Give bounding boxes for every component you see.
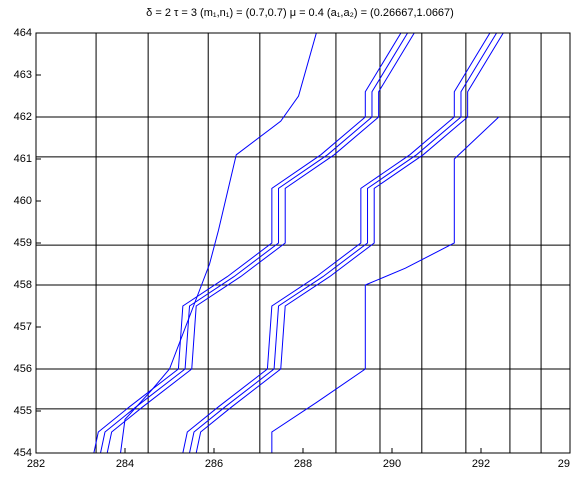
x-tick-label: 288 (294, 458, 312, 470)
trajectory (100, 33, 409, 453)
x-tick-label: 282 (27, 458, 45, 470)
y-tick-label: 457 (14, 321, 32, 333)
y-tick-label: 460 (14, 195, 32, 207)
trajectory (106, 33, 415, 453)
trajectory (189, 33, 498, 453)
trajectory (120, 33, 317, 453)
x-tick-label: 29 (558, 458, 570, 470)
y-tick-label: 463 (14, 69, 32, 81)
y-tick-label: 459 (14, 237, 32, 249)
y-tick-label: 458 (14, 279, 32, 291)
trajectory (271, 116, 500, 453)
plot-area (36, 33, 570, 453)
y-tick-label: 461 (14, 153, 32, 165)
y-tick-label: 464 (14, 27, 32, 39)
trajectory (182, 33, 491, 453)
trajectory (93, 33, 402, 453)
y-tick-label: 454 (14, 447, 32, 459)
x-tick-label: 284 (116, 458, 134, 470)
x-tick-label: 286 (205, 458, 223, 470)
y-tick-label: 455 (14, 405, 32, 417)
y-tick-label: 462 (14, 111, 32, 123)
axes-box (35, 32, 571, 454)
y-tick-label: 456 (14, 363, 32, 375)
trajectory (195, 33, 504, 453)
x-tick-label: 290 (383, 458, 401, 470)
chart-title: δ = 2 τ = 3 (m₁,n₁) = (0.7,0.7) μ = 0.4 … (146, 7, 454, 19)
x-tick-label: 292 (472, 458, 490, 470)
